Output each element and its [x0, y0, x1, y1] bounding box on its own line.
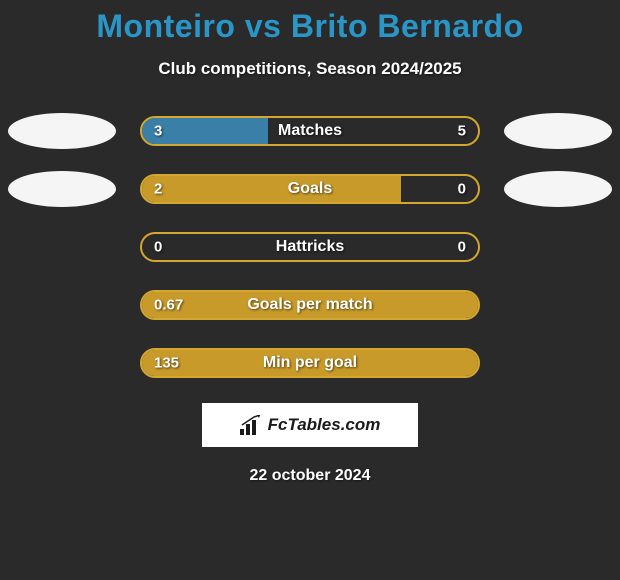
stat-row: 0.67 Goals per match [0, 287, 620, 323]
stat-value-left: 135 [154, 355, 179, 372]
stat-value-left: 2 [154, 181, 162, 198]
chart-icon [240, 415, 262, 435]
stat-bar-fill [142, 176, 401, 202]
player-avatar-left [8, 113, 116, 149]
avatar-spacer [8, 345, 116, 381]
avatar-spacer [504, 229, 612, 265]
avatar-spacer [8, 287, 116, 323]
footer-logo[interactable]: FcTables.com [202, 403, 418, 447]
stat-label: Matches [278, 122, 342, 140]
stat-bar: 0 0 Hattricks [140, 232, 480, 262]
bars-container: 3 5 Matches 2 0 Goals 0 0 Hattricks 0.67 Goals per… [0, 113, 620, 381]
logo-text: FcTables.com [268, 415, 381, 435]
stat-bar: 135 Min per goal [140, 348, 480, 378]
stat-bar: 2 0 Goals [140, 174, 480, 204]
avatar-spacer [8, 229, 116, 265]
comparison-card: Monteiro vs Brito Bernardo Club competit… [0, 0, 620, 485]
stat-label: Goals [288, 180, 332, 198]
stat-row: 3 5 Matches [0, 113, 620, 149]
player-avatar-right [504, 171, 612, 207]
stat-value-left: 0 [154, 239, 162, 256]
stat-value-right: 0 [458, 239, 466, 256]
subtitle: Club competitions, Season 2024/2025 [0, 59, 620, 79]
stat-label: Hattricks [276, 238, 344, 256]
stat-bar: 3 5 Matches [140, 116, 480, 146]
stat-label: Goals per match [247, 296, 372, 314]
stat-value-left: 3 [154, 123, 162, 140]
stat-value-right: 0 [458, 181, 466, 198]
date-text: 22 october 2024 [0, 467, 620, 485]
player-avatar-right [504, 113, 612, 149]
player-avatar-left [8, 171, 116, 207]
stat-row: 2 0 Goals [0, 171, 620, 207]
stat-row: 0 0 Hattricks [0, 229, 620, 265]
avatar-spacer [504, 287, 612, 323]
stat-bar: 0.67 Goals per match [140, 290, 480, 320]
stat-value-left: 0.67 [154, 297, 183, 314]
page-title: Monteiro vs Brito Bernardo [0, 8, 620, 45]
stat-row: 135 Min per goal [0, 345, 620, 381]
stat-label: Min per goal [263, 354, 357, 372]
stat-value-right: 5 [458, 123, 466, 140]
avatar-spacer [504, 345, 612, 381]
